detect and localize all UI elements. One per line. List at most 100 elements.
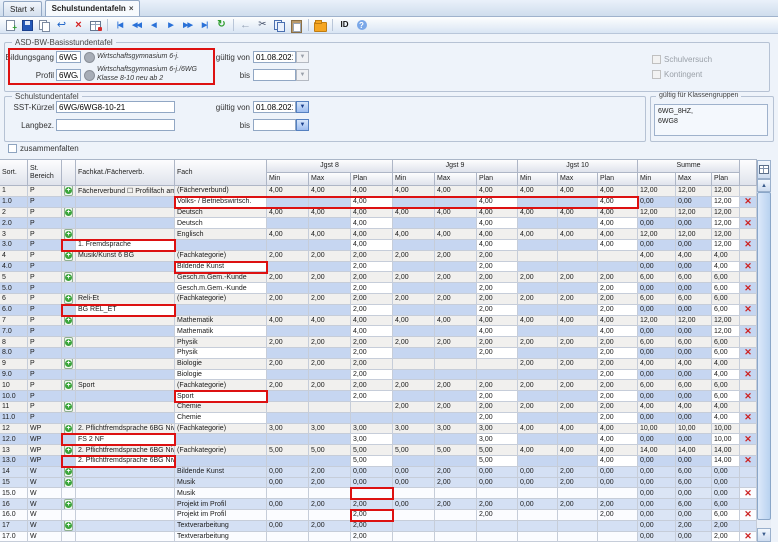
schulversuch-checkbox[interactable] xyxy=(652,55,661,64)
kontingent-checkbox[interactable] xyxy=(652,70,661,79)
add-row-button[interactable]: + xyxy=(64,294,73,304)
grid-row-sub-8.0[interactable]: 8.0PPhysik2,002,002,000,000,006,00✕ xyxy=(0,348,757,359)
delete-row-button[interactable]: ✕ xyxy=(744,219,752,228)
grid-row-sub-13.0[interactable]: 13.0WP2. Pflichtfremdsprache 6BG Niveau … xyxy=(0,456,757,467)
add-row-button[interactable]: + xyxy=(64,316,73,326)
grid-row-sub-7.0[interactable]: 7.0PMathematik4,004,004,000,000,0012,00✕ xyxy=(0,326,757,337)
sst-gueltig-von-dropdown[interactable]: ▼ xyxy=(296,101,309,113)
profil-input[interactable] xyxy=(56,69,81,81)
copy-record-button[interactable] xyxy=(36,18,53,32)
basis-bis-dropdown[interactable]: ▼ xyxy=(296,69,309,81)
grid-row-3[interactable]: 3P+Englisch4,004,004,004,004,004,004,004… xyxy=(0,229,757,240)
delete-row-button[interactable]: ✕ xyxy=(744,284,752,293)
grid-row-17[interactable]: 17W+Textverarbeitung0,002,002,000,002,00… xyxy=(0,521,757,532)
nav-next-button[interactable]: ▶ xyxy=(162,18,179,32)
folder-button[interactable] xyxy=(312,18,329,32)
grid-row-sub-11.0[interactable]: 11.0PChemie2,002,000,000,004,00✕ xyxy=(0,413,757,424)
grid-row-10[interactable]: 10P+Sport(Fachkategorie)2,002,002,002,00… xyxy=(0,380,757,391)
scrollbar-thumb[interactable] xyxy=(757,192,771,520)
grid-row-sub-3.0[interactable]: 3.0P1. Fremdsprache4,004,004,000,000,001… xyxy=(0,240,757,251)
grid-row-sub-17.0[interactable]: 17.0WTextverarbeitung2,000,000,002,00✕ xyxy=(0,532,757,542)
sst-bis-dropdown[interactable]: ▼ xyxy=(296,119,309,131)
klassengruppen-list[interactable]: 6WG_8HZ, 6WG8 xyxy=(654,104,768,136)
back-arrow-button[interactable]: ← xyxy=(237,18,254,32)
add-row-button[interactable]: + xyxy=(64,251,73,261)
grid-row-sub-2.0[interactable]: 2.0PDeutsch4,004,004,000,000,0012,00✕ xyxy=(0,218,757,229)
delete-row-button[interactable]: ✕ xyxy=(744,435,752,444)
grid-row-5[interactable]: 5P+Gesch.m.Gem.-Kunde2,002,002,002,002,0… xyxy=(0,272,757,283)
grid-row-sub-10.0[interactable]: 10.0PSport2,002,002,000,000,006,00✕ xyxy=(0,391,757,402)
grid-row-12[interactable]: 12WP+2. Pflichtfremdsprache 6BG Niveau F… xyxy=(0,424,757,435)
sst-bis-input[interactable] xyxy=(253,119,296,131)
sst-kuerzel-input[interactable] xyxy=(56,101,175,113)
add-row-button[interactable]: + xyxy=(64,521,73,531)
grid-row-sub-1.0[interactable]: 1.0PVolks- / Betriebswirtsch.4,004,004,0… xyxy=(0,197,757,208)
delete-row-button[interactable]: ✕ xyxy=(744,348,752,357)
grid-row-sub-12.0[interactable]: 12.0WPFS 2 NF3,003,004,000,000,0010,00✕ xyxy=(0,434,757,445)
grid-row-2[interactable]: 2P+Deutsch4,004,004,004,004,004,004,004,… xyxy=(0,208,757,219)
grid-row-6[interactable]: 6P+Reli-Et(Fachkategorie)2,002,002,002,0… xyxy=(0,294,757,305)
scroll-up-button[interactable]: ▲ xyxy=(757,179,771,192)
help-button[interactable]: ? xyxy=(353,18,370,32)
add-row-button[interactable]: + xyxy=(64,229,73,239)
grid-row-14[interactable]: 14W+Bildende Kunst0,002,000,000,002,000,… xyxy=(0,467,757,478)
delete-row-button[interactable]: ✕ xyxy=(744,370,752,379)
delete-row-button[interactable]: ✕ xyxy=(744,489,752,498)
grid-row-sub-16.0[interactable]: 16.0WProjekt im Profil2,002,002,000,000,… xyxy=(0,510,757,521)
delete-row-button[interactable]: ✕ xyxy=(744,197,752,206)
grid-row-sub-15.0[interactable]: 15.0WMusik0,000,000,00✕ xyxy=(0,488,757,499)
delete-row-button[interactable]: ✕ xyxy=(744,532,752,541)
nav-next-fast-button[interactable]: ▶▶ xyxy=(179,18,196,32)
grid-row-16[interactable]: 16W+Projekt im Profil0,002,002,000,002,0… xyxy=(0,499,757,510)
delete-row-button[interactable]: ✕ xyxy=(744,327,752,336)
langbez-input[interactable] xyxy=(56,119,175,131)
grid-row-1[interactable]: 1P+Fächerverbund ☐ Profilfach am 6WG...(… xyxy=(0,186,757,197)
add-row-button[interactable]: + xyxy=(64,186,73,196)
id-button[interactable]: ID xyxy=(336,18,353,32)
bildungsgang-input[interactable] xyxy=(56,51,81,63)
add-row-button[interactable]: + xyxy=(64,208,73,218)
profil-lookup-button[interactable] xyxy=(84,70,95,81)
add-row-button[interactable]: + xyxy=(64,478,73,488)
grid-row-7[interactable]: 7P+Mathematik4,004,004,004,004,004,004,0… xyxy=(0,316,757,327)
grid-row-11[interactable]: 11P+Chemie2,002,002,002,002,002,004,004,… xyxy=(0,402,757,413)
new-record-button[interactable]: + xyxy=(2,18,19,32)
delete-button[interactable]: × xyxy=(70,18,87,32)
nav-last-button[interactable]: ▶| xyxy=(196,18,213,32)
grid-row-sub-5.0[interactable]: 5.0PGesch.m.Gem.-Kunde2,002,002,000,000,… xyxy=(0,283,757,294)
add-row-button[interactable]: + xyxy=(64,445,73,455)
grid-row-15[interactable]: 15W+Musik0,002,000,000,002,000,000,002,0… xyxy=(0,478,757,489)
scroll-down-button[interactable]: ▼ xyxy=(757,528,771,542)
add-row-button[interactable]: + xyxy=(64,272,73,282)
grid-row-4[interactable]: 4P+Musik/Kunst 6 BG(Fachkategorie)2,002,… xyxy=(0,251,757,262)
grid-row-sub-4.0[interactable]: 4.0PBildende Kunst2,002,000,000,004,00✕ xyxy=(0,262,757,273)
basis-bis-input[interactable] xyxy=(253,69,296,81)
add-row-button[interactable]: + xyxy=(64,359,73,369)
delete-row-button[interactable]: ✕ xyxy=(744,413,752,422)
tab-start[interactable]: Start× xyxy=(3,1,42,16)
tab-schulstundentafeln[interactable]: Schulstundentafeln× xyxy=(45,0,141,16)
add-row-button[interactable]: + xyxy=(64,499,73,509)
grid-row-8[interactable]: 8P+Physik2,002,002,002,002,002,002,002,0… xyxy=(0,337,757,348)
grid-row-13[interactable]: 13WP+2. Pflichtfremdsprache 6BG Niveau N… xyxy=(0,445,757,456)
undo-button[interactable]: ↩ xyxy=(53,18,70,32)
nav-first-button[interactable]: |◀ xyxy=(111,18,128,32)
grid-row-sub-9.0[interactable]: 9.0PBiologie2,002,000,000,004,00✕ xyxy=(0,370,757,381)
add-row-button[interactable]: + xyxy=(64,380,73,390)
delete-row-button[interactable]: ✕ xyxy=(744,240,752,249)
tab-close-icon[interactable]: × xyxy=(129,4,134,13)
copy-button[interactable] xyxy=(271,18,288,32)
tab-close-icon[interactable]: × xyxy=(30,5,35,14)
basis-gueltig-von-input[interactable] xyxy=(253,51,296,63)
bildungsgang-lookup-button[interactable] xyxy=(84,52,95,63)
grid-row-sub-6.0[interactable]: 6.0PBG REL_ET2,002,002,000,000,006,00✕ xyxy=(0,305,757,316)
delete-row-button[interactable]: ✕ xyxy=(744,305,752,314)
add-row-button[interactable]: + xyxy=(64,337,73,347)
add-row-button[interactable]: + xyxy=(64,467,73,477)
basis-gueltig-von-dropdown[interactable]: ▼ xyxy=(296,51,309,63)
nav-prev-fast-button[interactable]: ◀◀ xyxy=(128,18,145,32)
column-chooser-button[interactable] xyxy=(757,160,771,179)
paste-button[interactable] xyxy=(288,18,305,32)
save-button[interactable] xyxy=(19,18,36,32)
cut-button[interactable]: ✂ xyxy=(254,18,271,32)
